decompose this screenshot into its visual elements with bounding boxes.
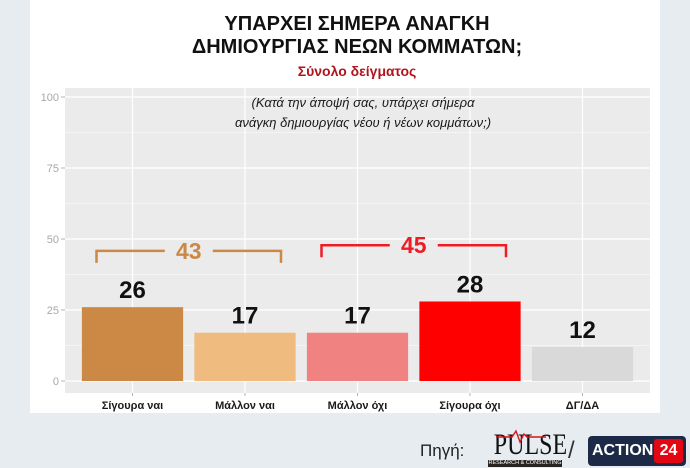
y-tick-label: 50 [47,234,59,246]
category-label: ΔΓ/ΔΑ [566,400,599,412]
group-total-label: 45 [401,232,427,258]
value-label: 26 [119,277,146,304]
pulse-logo-tagline: RESEARCH & CONSULTING [488,460,562,467]
bars [81,301,634,381]
y-tick-label: 0 [53,376,59,388]
question-line-1: (Κατά την άποψή σας, υπάρχει σήμερα [251,95,475,110]
y-tick-label: 25 [47,305,59,317]
question-annotation: (Κατά την άποψή σας, υπάρχει σήμερα ανάγ… [163,93,563,133]
value-labels: 26 17 17 28 12 [119,271,596,343]
pulse-logo: PULSE RESEARCH & CONSULTING [486,428,568,468]
value-label: 17 [344,303,371,330]
value-label: 28 [457,271,484,298]
y-tick-label: 75 [47,163,59,175]
group-brackets: 43 45 [95,232,508,264]
category-label: Μάλλον όχι [328,400,388,412]
bar [194,332,296,381]
title-line-2: ΔΗΜΙΟΥΡΓΙΑΣ ΝΕΩΝ ΚΟΜΜΑΤΩΝ; [191,36,523,58]
bar [306,332,409,381]
pulse-wave-icon [496,429,546,444]
action24-logo-word: ACTION [592,442,654,459]
category-label: Μάλλον ναι [215,400,275,412]
bar [419,301,521,381]
logo-separator: / [568,437,575,464]
question-line-2: ανάγκη δημιουργίας νέου ή νέων κομμάτων;… [234,115,492,130]
category-label: Σίγουρα όχι [439,400,500,412]
chart-subtitle: Σύνολο δείγματος [297,63,417,79]
source-label: Πηγή: [420,441,465,460]
group-bracket-line [95,249,283,263]
value-label: 17 [232,303,259,330]
bar [531,346,634,381]
pulse-logo-word: PULSE [493,428,568,461]
title-line-1: ΥΠΑΡΧΕΙ ΣΗΜΕΡΑ ΑΝΑΓΚΗ [224,13,490,35]
y-tick-label: 100 [41,92,59,104]
action24-logo: ACTION 24 [588,436,686,466]
action24-logo-number: 24 [654,439,683,463]
y-axis: 0 25 50 75 100 [41,92,65,388]
category-label: Σίγουρα ναι [102,400,163,412]
x-axis: Σίγουρα ναι Μάλλον ναι Μάλλον όχι Σίγουρα ό… [102,393,599,412]
value-label: 12 [569,317,596,344]
group-bracket-line [320,243,508,258]
group-total-label: 43 [176,238,202,264]
bar [81,307,184,381]
chart-title: ΥΠΑΡΧΕΙ ΣΗΜΕΡΑ ΑΝΑΓΚΗ ΔΗΜΙΟΥΡΓΙΑΣ ΝΕΩΝ Κ… [127,13,587,80]
